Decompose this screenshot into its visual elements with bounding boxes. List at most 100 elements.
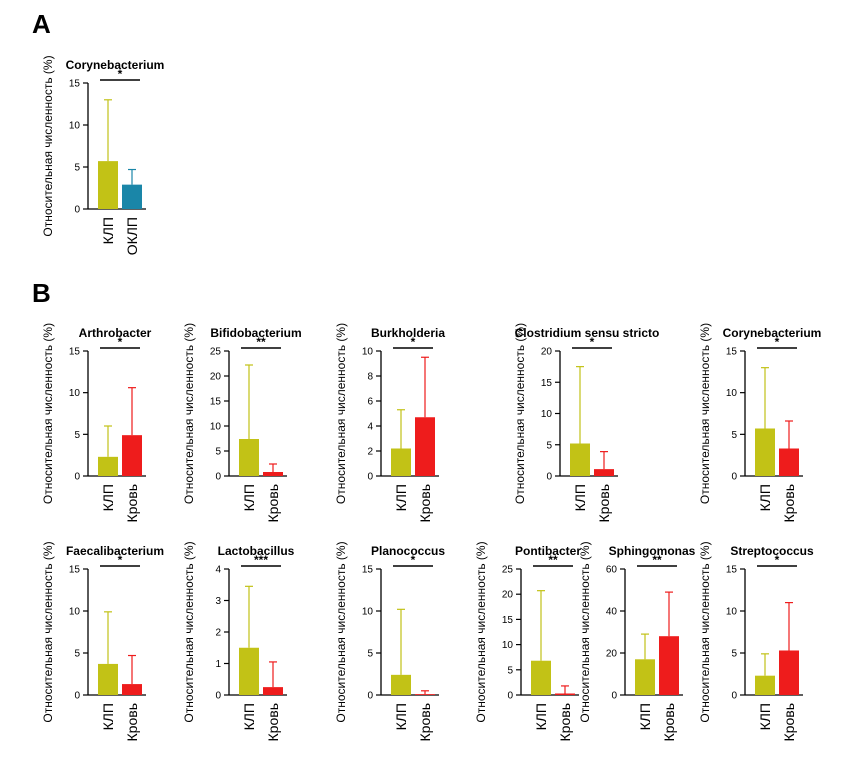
chart-title: Burkholderia (371, 326, 445, 340)
bar-chart-5: Corynebacterium 0 5 10 15 Относительная числе… (698, 323, 821, 523)
chart-title: Clostridium sensu stricto (515, 326, 660, 340)
bar (570, 443, 590, 476)
y-tick-label: 4 (367, 422, 373, 433)
y-tick-label: 15 (362, 565, 374, 576)
y-tick-label: 10 (541, 409, 553, 420)
bar-chart-0: Corynebacterium 0 5 10 15 Относительная числе… (41, 55, 164, 255)
y-tick-label: 10 (362, 607, 374, 618)
bar (779, 448, 799, 476)
bar (555, 693, 575, 695)
y-tick-label: 6 (367, 397, 373, 408)
bar (122, 684, 142, 695)
significance-label: * (775, 553, 780, 567)
significance-label: * (118, 67, 123, 81)
y-tick-label: 10 (502, 640, 514, 651)
bar (391, 674, 411, 695)
y-tick-label: 2 (215, 628, 221, 639)
category-label: КЛП (393, 703, 409, 730)
y-tick-label: 4 (215, 565, 221, 576)
y-tick-label: 15 (726, 347, 738, 358)
bar-chart-10: Sphingomonas 0 20 40 60 Относительная численн… (578, 541, 696, 741)
y-axis-label: Относительная численность (%) (41, 541, 55, 722)
category-label: Кровь (417, 703, 433, 741)
bar (263, 472, 283, 476)
y-tick-label: 20 (541, 347, 553, 358)
panel-letter-a: A (32, 9, 51, 39)
category-label: Кровь (265, 703, 281, 741)
y-axis-label: Относительная численность (%) (41, 55, 55, 236)
bar (415, 694, 435, 695)
y-tick-label: 0 (367, 472, 373, 483)
significance-label: * (118, 335, 123, 349)
y-tick-label: 15 (210, 397, 222, 408)
category-label: КЛП (241, 703, 257, 730)
category-label: КЛП (393, 484, 409, 511)
y-tick-label: 0 (546, 472, 552, 483)
y-tick-label: 3 (215, 596, 221, 607)
y-tick-label: 5 (215, 447, 221, 458)
y-tick-label: 10 (210, 422, 222, 433)
y-tick-label: 15 (726, 565, 738, 576)
bar (239, 439, 259, 476)
bar (415, 417, 435, 476)
y-tick-label: 10 (726, 607, 738, 618)
y-axis-label: Относительная численность (%) (334, 323, 348, 504)
bar (263, 687, 283, 695)
bar (98, 161, 118, 209)
y-axis-label: Относительная численность (%) (334, 541, 348, 722)
significance-label: * (411, 335, 416, 349)
chart-title: Arthrobacter (79, 326, 152, 340)
bar (779, 650, 799, 695)
significance-label: * (411, 553, 416, 567)
y-axis-label: Относительная численность (%) (41, 323, 55, 504)
y-tick-label: 10 (69, 388, 81, 399)
y-tick-label: 0 (731, 472, 737, 483)
y-tick-label: 10 (69, 607, 81, 618)
chart-title: Streptococcus (730, 544, 814, 558)
y-tick-label: 5 (731, 430, 737, 441)
y-tick-label: 10 (726, 388, 738, 399)
bar-chart-3: Burkholderia 0 2 4 6 8 10 Относительная численн… (334, 323, 445, 523)
y-axis-label: Относительная численность (%) (698, 541, 712, 722)
significance-label: ** (256, 335, 266, 349)
y-tick-label: 40 (606, 607, 618, 618)
bar (239, 647, 259, 695)
category-label: КЛП (757, 484, 773, 511)
y-tick-label: 1 (215, 659, 221, 670)
y-tick-label: 5 (74, 649, 80, 660)
y-axis-label: Относительная численность (%) (182, 323, 196, 504)
category-label: КЛП (100, 217, 116, 244)
y-tick-label: 0 (74, 691, 80, 702)
y-tick-label: 5 (74, 430, 80, 441)
y-tick-label: 0 (731, 691, 737, 702)
chart-title: Corynebacterium (66, 58, 165, 72)
bar (531, 660, 551, 695)
y-tick-label: 10 (362, 347, 374, 358)
panel-letter-b: B (32, 278, 51, 308)
y-tick-label: 2 (367, 447, 373, 458)
y-tick-label: 25 (210, 347, 222, 358)
chart-title: Sphingomonas (609, 544, 696, 558)
y-tick-label: 15 (69, 347, 81, 358)
category-label: КЛП (100, 703, 116, 730)
category-label: КЛП (533, 703, 549, 730)
y-tick-label: 60 (606, 565, 618, 576)
category-label: Кровь (596, 484, 612, 522)
y-tick-label: 5 (367, 649, 373, 660)
significance-label: * (590, 335, 595, 349)
significance-label: * (118, 553, 123, 567)
y-tick-label: 15 (69, 79, 81, 90)
y-tick-label: 15 (541, 378, 553, 389)
bar (659, 636, 679, 695)
y-tick-label: 0 (74, 205, 80, 216)
y-tick-label: 0 (215, 472, 221, 483)
bar-chart-11: Streptococcus 0 5 10 15 Относительная численн… (698, 541, 814, 741)
bar-chart-7: Lactobacillus 0 1 2 3 4 Относительная численно… (182, 541, 295, 741)
y-tick-label: 20 (502, 590, 514, 601)
bar-chart-2: Bifidobacterium 0 5 10 15 20 25 Относительная ч… (182, 323, 302, 523)
y-axis-label: Относительная численность (%) (513, 323, 527, 504)
y-tick-label: 10 (69, 121, 81, 132)
chart-title: Corynebacterium (723, 326, 822, 340)
